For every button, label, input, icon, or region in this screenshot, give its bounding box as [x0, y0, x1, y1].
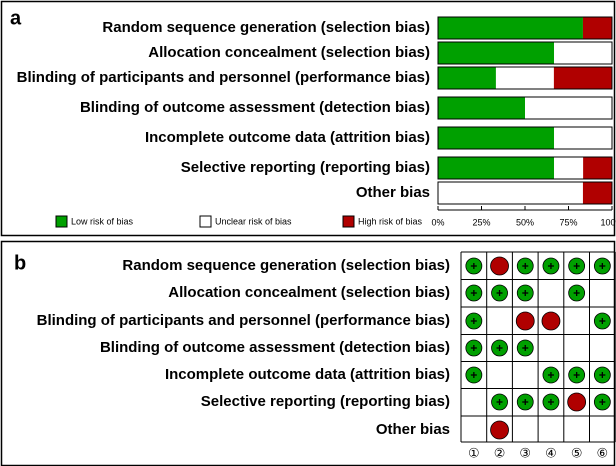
category-label: Blinding of outcome assessment (detectio… [80, 99, 430, 116]
row-label: Selective reporting (reporting bias) [201, 393, 450, 410]
panel-label: a [10, 7, 22, 29]
row-label: Random sequence generation (selection bi… [122, 257, 450, 274]
row-label: Blinding of outcome assessment (detectio… [100, 339, 450, 356]
panel-a-frame [0, 0, 616, 237]
bar-segment [438, 97, 525, 119]
legend-swatch [342, 215, 355, 228]
x-tick-label: 25% [472, 217, 490, 227]
bar-segment [525, 97, 612, 119]
bar-outline [437, 96, 613, 120]
risk-circle [541, 311, 561, 331]
bar-segment [495, 67, 554, 89]
column-label: ⑥ [597, 445, 609, 460]
bar-outline [437, 16, 613, 40]
bar-outline [437, 126, 613, 150]
panel-label: b [14, 252, 26, 274]
bar-segment [438, 67, 496, 89]
risk-circle [515, 311, 535, 331]
bar-segment [438, 182, 583, 204]
bar-segment [438, 17, 583, 39]
category-label: Incomplete outcome data (attrition bias) [145, 129, 430, 146]
bar-outline [437, 181, 613, 205]
bar-segment [582, 182, 612, 204]
column-label: ④ [545, 445, 557, 460]
category-label: Allocation concealment (selection bias) [148, 44, 430, 61]
row-label: Blinding of participants and personnel (… [37, 312, 450, 329]
legend-label: Low risk of bias [71, 216, 134, 226]
risk-circle [490, 420, 509, 440]
category-label: Other bias [356, 184, 430, 201]
row-label: Incomplete outcome data (attrition bias) [165, 366, 450, 383]
risk-circle [490, 256, 509, 276]
column-label: ③ [519, 445, 531, 460]
legend-swatch [55, 215, 68, 228]
column-label: ① [468, 445, 480, 460]
bar-segment [438, 127, 555, 149]
bar-segment [554, 42, 612, 64]
risk-circle [567, 392, 587, 412]
bar-outline [437, 156, 613, 180]
category-label: Blinding of participants and personnel (… [17, 69, 430, 86]
category-label: Selective reporting (reporting bias) [181, 159, 430, 176]
column-label: ⑤ [571, 445, 583, 460]
legend-label: Unclear risk of bias [215, 216, 292, 226]
bar-segment [554, 127, 612, 149]
bar-segment [438, 42, 555, 64]
legend-label: High risk of bias [358, 216, 423, 226]
row-label: Allocation concealment (selection bias) [168, 284, 450, 301]
bar-segment [554, 157, 584, 179]
bar-outline [437, 41, 613, 65]
row-label: Other bias [376, 421, 450, 438]
bar-segment [583, 157, 613, 179]
bar-segment [582, 17, 612, 39]
x-tick-label: 50% [516, 217, 534, 227]
bar-outline [437, 66, 613, 90]
x-tick-label: 0% [431, 217, 444, 227]
category-label: Random sequence generation (selection bi… [102, 19, 430, 36]
column-label: ② [494, 445, 506, 460]
x-tick-label: 75% [559, 217, 577, 227]
bar-segment [438, 157, 555, 179]
bar-segment [553, 67, 612, 89]
legend-swatch [199, 215, 212, 228]
x-tick-label: 100% [600, 217, 616, 227]
